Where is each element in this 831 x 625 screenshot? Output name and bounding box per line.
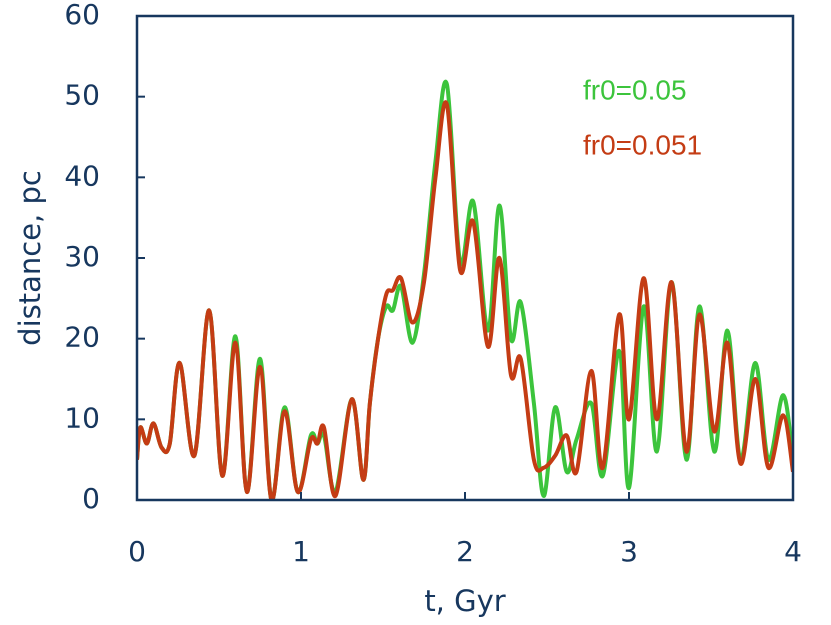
y-tick-label: 20 bbox=[64, 321, 100, 354]
x-tick-label: 1 bbox=[292, 535, 310, 568]
x-tick-label: 2 bbox=[456, 535, 474, 568]
legend-entry: fr0=0.051 bbox=[583, 129, 702, 160]
y-tick-label: 60 bbox=[64, 0, 100, 31]
data-line bbox=[137, 100, 793, 500]
y-tick-label: 10 bbox=[64, 401, 100, 434]
x-tick-label: 0 bbox=[128, 535, 146, 568]
y-tick-label: 30 bbox=[64, 240, 100, 273]
x-tick-label: 3 bbox=[620, 535, 638, 568]
y-tick-label: 40 bbox=[64, 159, 100, 192]
y-tick-label: 0 bbox=[82, 482, 100, 515]
y-tick-label: 50 bbox=[64, 79, 100, 112]
x-axis-label: t, Gyr bbox=[424, 584, 505, 618]
x-tick-label: 4 bbox=[784, 535, 802, 568]
legend-entry: fr0=0.05 bbox=[583, 74, 687, 105]
plot-lines bbox=[137, 79, 793, 500]
y-axis-label: distance, pc bbox=[13, 170, 47, 346]
